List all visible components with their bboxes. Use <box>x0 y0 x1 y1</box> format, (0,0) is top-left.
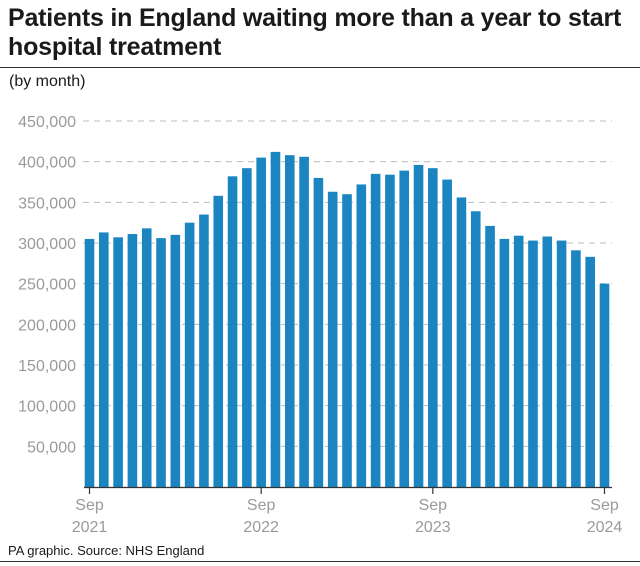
bar <box>270 151 281 487</box>
bar <box>256 157 266 487</box>
bar <box>370 173 381 487</box>
x-tick-year: 2022 <box>243 519 279 536</box>
bar <box>327 191 338 487</box>
y-tick-label: 400,000 <box>18 155 76 172</box>
x-tick-year: 2023 <box>415 519 451 536</box>
chart-subtitle: (by month) <box>9 73 86 90</box>
bar <box>413 164 424 488</box>
bar <box>141 228 152 488</box>
x-tick-year: 2021 <box>72 519 108 536</box>
bar <box>585 256 595 487</box>
bar <box>599 283 610 487</box>
bar <box>356 184 367 487</box>
bars <box>84 151 610 488</box>
y-tick-label: 150,000 <box>18 358 76 375</box>
x-tick-month: Sep <box>590 497 619 514</box>
bar <box>127 234 138 487</box>
bar <box>499 238 510 487</box>
bar <box>556 240 567 487</box>
bar <box>542 236 553 487</box>
bar <box>342 194 352 487</box>
bar <box>156 238 166 487</box>
y-tick-label: 250,000 <box>18 277 76 294</box>
y-tick-label: 50,000 <box>27 439 76 456</box>
top-divider <box>0 67 640 68</box>
bar <box>284 155 295 487</box>
bar <box>442 179 452 487</box>
y-tick-label: 100,000 <box>18 399 76 416</box>
bar <box>385 174 395 487</box>
bar <box>513 235 524 487</box>
y-tick-label: 200,000 <box>18 317 76 334</box>
bar <box>227 176 238 487</box>
bar <box>571 250 581 487</box>
y-tick-label: 350,000 <box>18 195 76 212</box>
bar <box>456 197 467 487</box>
bottom-divider <box>0 561 640 562</box>
bar <box>213 195 224 487</box>
x-tick-month: Sep <box>419 497 448 514</box>
bar <box>184 222 195 487</box>
bar <box>399 170 410 487</box>
bar <box>242 168 252 487</box>
x-axis-ticks: Sep 2021 Sep 2022 Sep 2023 Sep 2024 <box>72 487 623 536</box>
x-tick-month: Sep <box>247 497 276 514</box>
y-tick-label: 450,000 <box>18 114 76 131</box>
x-tick-month: Sep <box>75 497 104 514</box>
bar <box>299 156 309 487</box>
source-note: PA graphic. Source: NHS England <box>8 543 205 558</box>
bar <box>199 214 209 488</box>
x-tick-year: 2024 <box>587 519 623 536</box>
bar <box>428 168 438 487</box>
bar <box>113 237 123 487</box>
bar <box>99 232 109 487</box>
bar <box>84 238 95 487</box>
bar <box>170 234 181 487</box>
bar <box>528 240 538 487</box>
y-axis-tick-labels: 50,000 100,000 150,000 200,000 250,000 300,00… <box>18 114 76 456</box>
y-tick-label: 300,000 <box>18 236 76 253</box>
chart-title: Patients in England waiting more than a … <box>8 4 622 61</box>
bar <box>470 211 481 487</box>
bar <box>485 225 495 488</box>
bar <box>313 177 324 487</box>
